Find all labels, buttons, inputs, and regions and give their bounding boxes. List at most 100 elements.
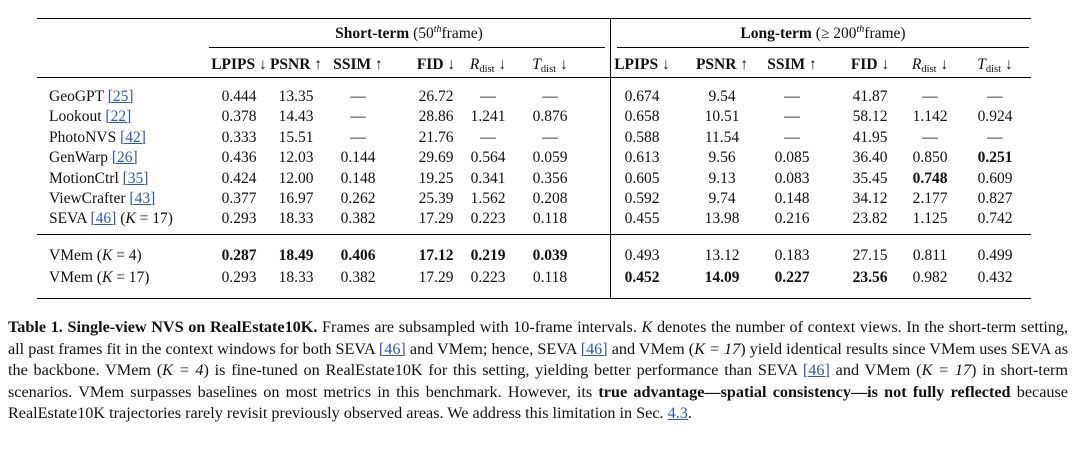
- metric-header-t-dist: Tdist ↓: [977, 56, 1013, 75]
- table-cell: 0.219: [470, 247, 506, 264]
- citation-link[interactable]: [43]: [129, 190, 156, 207]
- table-cell: 0.455: [624, 210, 660, 227]
- table-cell: 0.223: [470, 269, 506, 286]
- table-cell: 26.72: [418, 88, 454, 105]
- table-cell: 19.25: [418, 170, 454, 187]
- table-cell: 13.35: [278, 88, 314, 105]
- table-cell: 0.444: [221, 88, 257, 105]
- table-cell: 0.499: [977, 247, 1013, 264]
- table-cell: 9.13: [708, 170, 736, 187]
- table-cell: 17.29: [418, 210, 454, 227]
- section-link[interactable]: 4.3: [667, 404, 688, 423]
- table-cell: 0.609: [977, 170, 1013, 187]
- table-cell: 2.177: [912, 190, 948, 207]
- citation-link[interactable]: [46]: [580, 339, 608, 358]
- table-cell: 23.82: [852, 210, 888, 227]
- metric-header-psnr: PSNR ↑: [695, 56, 749, 73]
- table-cell: 14.43: [278, 108, 314, 125]
- mid-rule: [37, 234, 1031, 235]
- citation-link[interactable]: [46]: [90, 210, 117, 227]
- caption-title: Single-view NVS on RealEstate10K.: [67, 318, 318, 336]
- table-cell: 18.33: [278, 269, 314, 286]
- group-title: Long-term: [740, 25, 812, 42]
- table-cell: 0.083: [774, 170, 810, 187]
- table-cell: 0.424: [221, 170, 257, 187]
- table-cell: —: [480, 88, 496, 105]
- table-cell: 0.924: [977, 108, 1013, 125]
- table-cell: 14.09: [704, 269, 740, 286]
- table-cell: 0.406: [340, 247, 376, 264]
- table-cell: 58.12: [852, 108, 888, 125]
- table-cell: 0.811: [912, 247, 948, 264]
- table-cell: 1.125: [912, 210, 948, 227]
- caption-text: denotes the number of context views. In …: [8, 318, 1069, 358]
- citation-link[interactable]: [22]: [105, 108, 132, 125]
- table-cell: —: [784, 108, 800, 125]
- table-cell: 13.12: [704, 247, 740, 264]
- table-cell: 18.49: [278, 247, 314, 264]
- table-cell: 0.085: [774, 149, 810, 166]
- table-cell: 0.039: [532, 247, 568, 264]
- caption-text: ) in short-term scenarios. VMem surpasse…: [8, 361, 1068, 401]
- bottom-rule: [37, 298, 1031, 300]
- table-caption: Table 1. Single-view NVS on RealEstate10…: [8, 317, 1068, 425]
- table-cell: 9.74: [708, 190, 736, 207]
- method-name: Lookout [22]: [49, 108, 132, 125]
- table-cell: 0.356: [532, 170, 568, 187]
- table-cell: 34.12: [852, 190, 888, 207]
- table-cell: 0.293: [221, 210, 257, 227]
- table-cell: —: [987, 129, 1003, 146]
- group-separator: [610, 18, 611, 298]
- citation-link[interactable]: [46]: [378, 339, 406, 358]
- table-cell: 0.216: [774, 210, 810, 227]
- table-cell: 10.51: [704, 108, 740, 125]
- caption-text: because RealEstate10K trajectories rarel…: [8, 382, 1068, 423]
- table-cell: 0.658: [624, 108, 660, 125]
- table-cell: 0.287: [221, 247, 257, 264]
- citation-link[interactable]: [42]: [120, 129, 146, 146]
- table-cell: 0.850: [912, 149, 948, 166]
- table-cell: 1.241: [470, 108, 506, 125]
- metric-header-fid: FID ↓: [416, 56, 456, 73]
- caption-text: and VMem (: [835, 361, 922, 380]
- metric-header-ssim: SSIM ↑: [333, 56, 383, 73]
- table-cell: 9.56: [708, 149, 736, 166]
- header-rule: [37, 77, 1031, 78]
- table-cell: —: [480, 129, 496, 146]
- table-cell: 0.742: [977, 210, 1013, 227]
- top-rule: [37, 18, 1031, 20]
- table-cell: —: [784, 88, 800, 105]
- citation-link[interactable]: [46]: [802, 361, 830, 380]
- table-cell: 0.148: [774, 190, 810, 207]
- method-name: GenWarp [26]: [49, 149, 138, 166]
- citation-link[interactable]: [26]: [111, 149, 138, 166]
- table-cell: 0.251: [977, 149, 1013, 166]
- caption-var-k: K: [641, 318, 653, 336]
- table-cell: —: [350, 108, 366, 125]
- table-cell: 36.40: [852, 149, 888, 166]
- method-name: MotionCtrl [35]: [49, 170, 149, 187]
- table-cell: 0.432: [977, 269, 1013, 286]
- table-cell: 0.183: [774, 247, 810, 264]
- caption-text: Frames are subsampled with 10-frame inte…: [322, 318, 637, 336]
- caption-text: ) yield identical results since VMem use…: [8, 339, 1069, 380]
- table-cell: 17.29: [418, 269, 454, 286]
- table-cell: 0.208: [532, 190, 568, 207]
- citation-link[interactable]: [25]: [107, 88, 134, 105]
- metric-header-r-dist: Rdist ↓: [469, 56, 507, 75]
- table-cell: 0.588: [624, 129, 660, 146]
- table-cell: 0.341: [470, 170, 506, 187]
- citation-link[interactable]: [35]: [122, 170, 149, 187]
- table-cell: —: [542, 88, 558, 105]
- table-cell: 0.223: [470, 210, 506, 227]
- table-cell: —: [922, 88, 938, 105]
- caption-var-k17: K = 17: [694, 339, 741, 358]
- table-cell: 0.592: [624, 190, 660, 207]
- metric-header-lpips: LPIPS ↓: [211, 56, 267, 73]
- caption-var-k4: K = 4: [162, 361, 204, 380]
- table-cell: 21.76: [418, 129, 454, 146]
- table-cell: 0.493: [624, 247, 660, 264]
- table-cell: 41.87: [852, 88, 888, 105]
- caption-text: .: [687, 404, 692, 423]
- table-cell: 0.876: [532, 108, 568, 125]
